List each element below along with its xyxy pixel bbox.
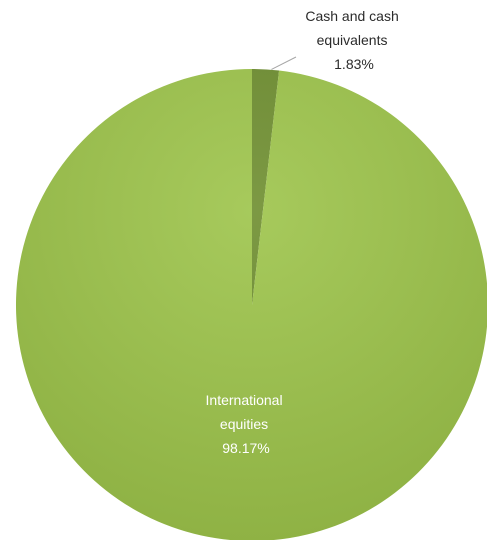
data-label-cash-line1: Cash and cash xyxy=(305,8,398,24)
pie-shading xyxy=(16,69,487,540)
data-label-cash: Cash and cash equivalents 1.83% xyxy=(305,8,402,72)
data-label-cash-value: 1.83% xyxy=(334,56,374,72)
data-label-equities-value: 98.17% xyxy=(222,440,269,456)
data-label-cash-line2: equivalents xyxy=(317,32,388,48)
leader-line xyxy=(271,56,297,70)
data-label-equities-line1: International xyxy=(206,392,283,408)
data-label-equities-line2: equities xyxy=(220,416,268,432)
data-label-international-equities: International equities 98.17% xyxy=(206,392,287,456)
